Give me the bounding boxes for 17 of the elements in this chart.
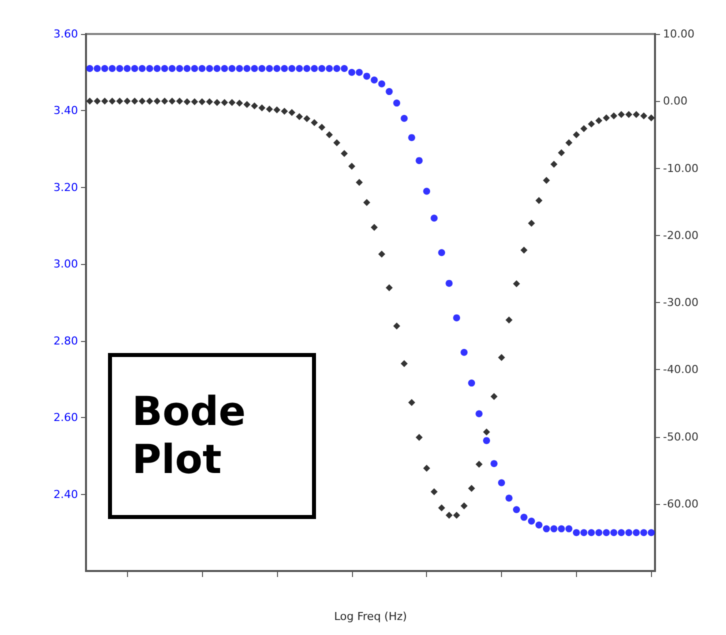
y2-tick-label: 0.00 — [663, 94, 688, 108]
y-tick-label: 3.00 — [54, 258, 78, 271]
y-tick-label: 3.60 — [54, 28, 78, 40]
annotation: Bode Plot — [132, 389, 260, 483]
y-tick-label: 3.40 — [54, 104, 78, 118]
y2-tick-label: -40.00 — [663, 363, 698, 376]
x-axis-title: Log Freq (Hz) — [334, 610, 407, 623]
y2-tick-label: -20.00 — [663, 228, 698, 242]
y2-tick-label: -50.00 — [663, 430, 698, 444]
y2-tick-label: -60.00 — [663, 497, 698, 510]
y2-tick-label: 10.00 — [663, 28, 694, 40]
y-tick-label: 3.20 — [54, 180, 78, 194]
y-tick-label: 2.80 — [54, 334, 78, 348]
y2-tick-label: -30.00 — [663, 296, 698, 309]
y-tick-label: 2.60 — [54, 411, 78, 424]
y-tick-label: 2.40 — [54, 488, 78, 501]
y2-tick-label: -10.00 — [663, 162, 698, 175]
